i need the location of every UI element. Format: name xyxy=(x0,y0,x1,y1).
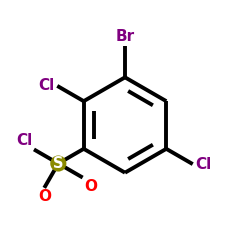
Text: O: O xyxy=(38,189,51,204)
Text: Br: Br xyxy=(116,29,134,44)
Circle shape xyxy=(50,156,66,172)
Text: Cl: Cl xyxy=(38,78,55,94)
Text: Cl: Cl xyxy=(16,133,33,148)
Text: O: O xyxy=(84,179,97,194)
Text: S: S xyxy=(53,156,64,171)
Text: Cl: Cl xyxy=(195,156,212,172)
